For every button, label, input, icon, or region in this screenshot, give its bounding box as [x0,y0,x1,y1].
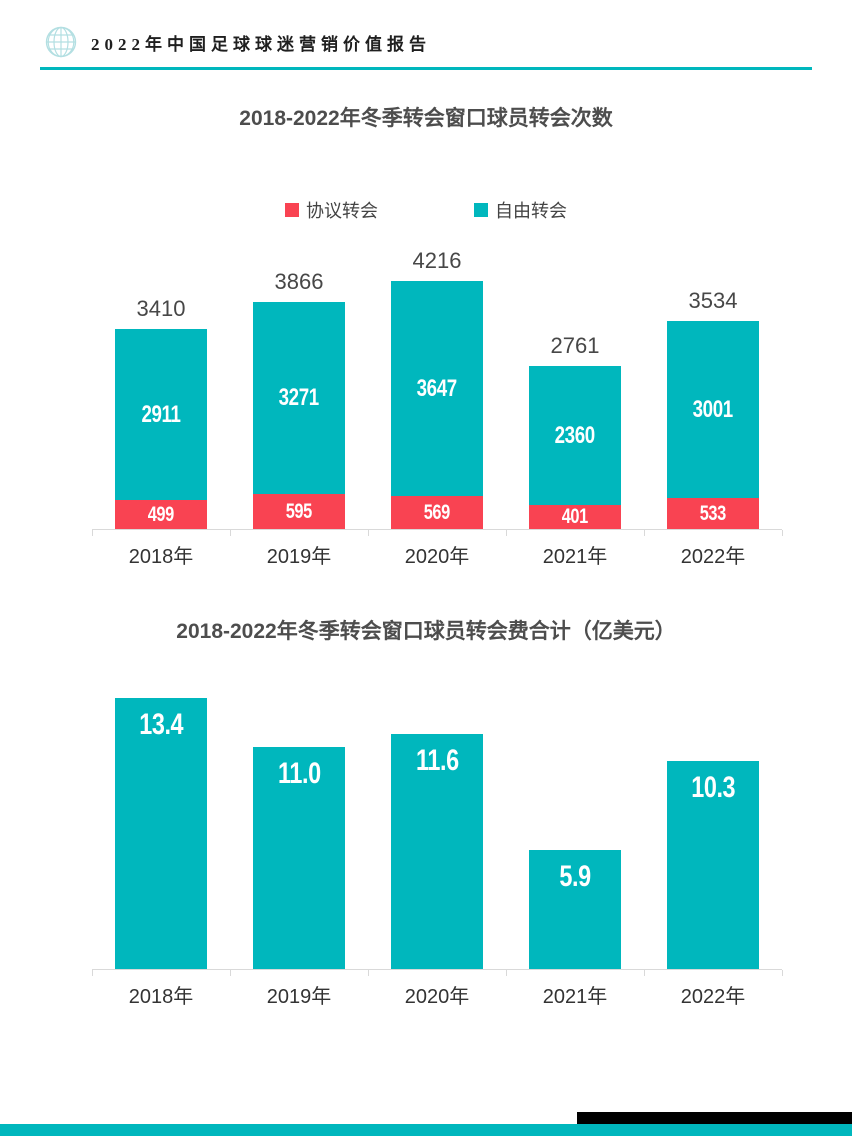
bar-value-label: 595 [285,499,313,523]
x-axis-label: 2021年 [542,986,608,1008]
agreement-transfer-bar-segment: 401 [529,505,621,529]
bar-value-label: 3001 [692,395,734,423]
report-title: 2022年中国足球球迷营销价值报告 [91,34,431,54]
transfer-count-chart-section: 2018-2022年冬季转会窗口球员转会次数 协议转会 自由转会 3410 291… [0,104,852,573]
free-transfer-bar-segment: 3001 [667,321,759,498]
axis-tick [782,530,783,536]
bar-value-label: 3647 [416,374,458,402]
chart1-title: 2018-2022年冬季转会窗口球员转会次数 [239,107,613,130]
free-transfer-bar-segment: 3271 [253,302,345,494]
chart1-column: 3410 2911 499 [92,249,230,529]
footer-black-bar [577,1112,852,1124]
free-transfer-bar-segment: 2360 [529,366,621,505]
agreement-transfer-bar-segment: 569 [391,496,483,529]
bar-total-label: 3410 [136,296,186,321]
axis-tick [230,970,231,976]
agreement-transfer-bar-segment: 595 [253,494,345,529]
axis-tick [230,530,231,536]
chart2-x-axis: 2018年 2019年 2020年 2021年 2022年 [92,969,783,1013]
bar-value-label: 11.6 [415,744,459,777]
footer-teal-bar [0,1124,852,1136]
bar-total-label: 4216 [412,248,462,273]
x-axis-label: 2019年 [266,986,332,1008]
chart1-plot: 3410 2911 499 3866 3271 595 4216 3647 569 2761 236… [92,249,782,529]
axis-tick [644,970,645,976]
legend-label-free: 自由转会 [495,201,567,221]
transfer-fee-bar: 13.4 [115,698,207,969]
chart1-column: 4216 3647 569 [368,249,506,529]
axis-tick [506,530,507,536]
chart2-column: 11.0 [230,678,368,969]
bar-value-label: 401 [561,505,589,528]
legend-swatch-agreement [285,203,299,217]
bar-total-label: 3534 [688,288,738,313]
bar-value-label: 499 [147,502,175,526]
axis-tick [92,530,93,536]
legend-item-free-transfer: 自由转会 [474,199,567,221]
chart1-column: 3534 3001 533 [644,249,782,529]
bar-value-label: 13.4 [138,708,183,741]
bar-value-label: 5.9 [559,860,591,893]
agreement-transfer-bar-segment: 533 [667,498,759,529]
transfer-fee-bar: 11.0 [253,747,345,969]
chart2-column: 13.4 [92,678,230,969]
legend-swatch-free [474,203,488,217]
axis-tick [506,970,507,976]
bar-total-label: 2761 [550,333,600,358]
axis-tick [92,970,93,976]
x-axis-label: 2018年 [128,546,194,568]
x-axis-label: 2022年 [680,546,746,568]
chart2-title: 2018-2022年冬季转会窗口球员转会费合计（亿美元） [176,620,676,643]
report-header: 2022年中国足球球迷营销价值报告 [0,0,852,58]
chart2-plot: 13.4 11.0 11.6 5.9 10.3 [92,678,782,969]
free-transfer-bar-segment: 2911 [115,329,207,500]
bar-value-label: 11.0 [277,757,321,790]
chart1-column: 3866 3271 595 [230,249,368,529]
x-axis-label: 2020年 [404,546,470,568]
chart1-column: 2761 2360 401 [506,249,644,529]
bar-value-label: 10.3 [690,771,735,804]
axis-tick [644,530,645,536]
bar-total-label: 3866 [274,269,324,294]
transfer-fee-chart-section: 2018-2022年冬季转会窗口球员转会费合计（亿美元） 13.4 11.0 11.… [0,617,852,1013]
chart1-legend: 协议转会 自由转会 [0,199,852,221]
bar-value-label: 533 [699,501,727,525]
bar-value-label: 3271 [278,384,320,411]
x-axis-label: 2020年 [404,986,470,1008]
x-axis-label: 2021年 [542,546,608,568]
free-transfer-bar-segment: 3647 [391,281,483,496]
globe-logo-icon [45,26,77,58]
legend-item-agreement-transfer: 协议转会 [285,199,378,221]
chart2-column: 5.9 [506,678,644,969]
transfer-fee-bar: 11.6 [391,734,483,969]
bar-value-label: 569 [423,500,451,524]
transfer-fee-bar: 5.9 [529,850,621,969]
x-axis-label: 2022年 [680,986,746,1008]
bar-value-label: 2911 [141,400,181,428]
header-divider [40,67,812,70]
transfer-fee-bar: 10.3 [667,761,759,969]
agreement-transfer-bar-segment: 499 [115,500,207,529]
chart2-column: 10.3 [644,678,782,969]
axis-tick [368,970,369,976]
x-axis-label: 2019年 [266,546,332,568]
chart2-column: 11.6 [368,678,506,969]
bar-value-label: 2360 [554,421,596,449]
x-axis-label: 2018年 [128,986,194,1008]
chart1-x-axis: 2018年 2019年 2020年 2021年 2022年 [92,529,783,573]
axis-tick [782,970,783,976]
axis-tick [368,530,369,536]
legend-label-agreement: 协议转会 [306,201,378,221]
